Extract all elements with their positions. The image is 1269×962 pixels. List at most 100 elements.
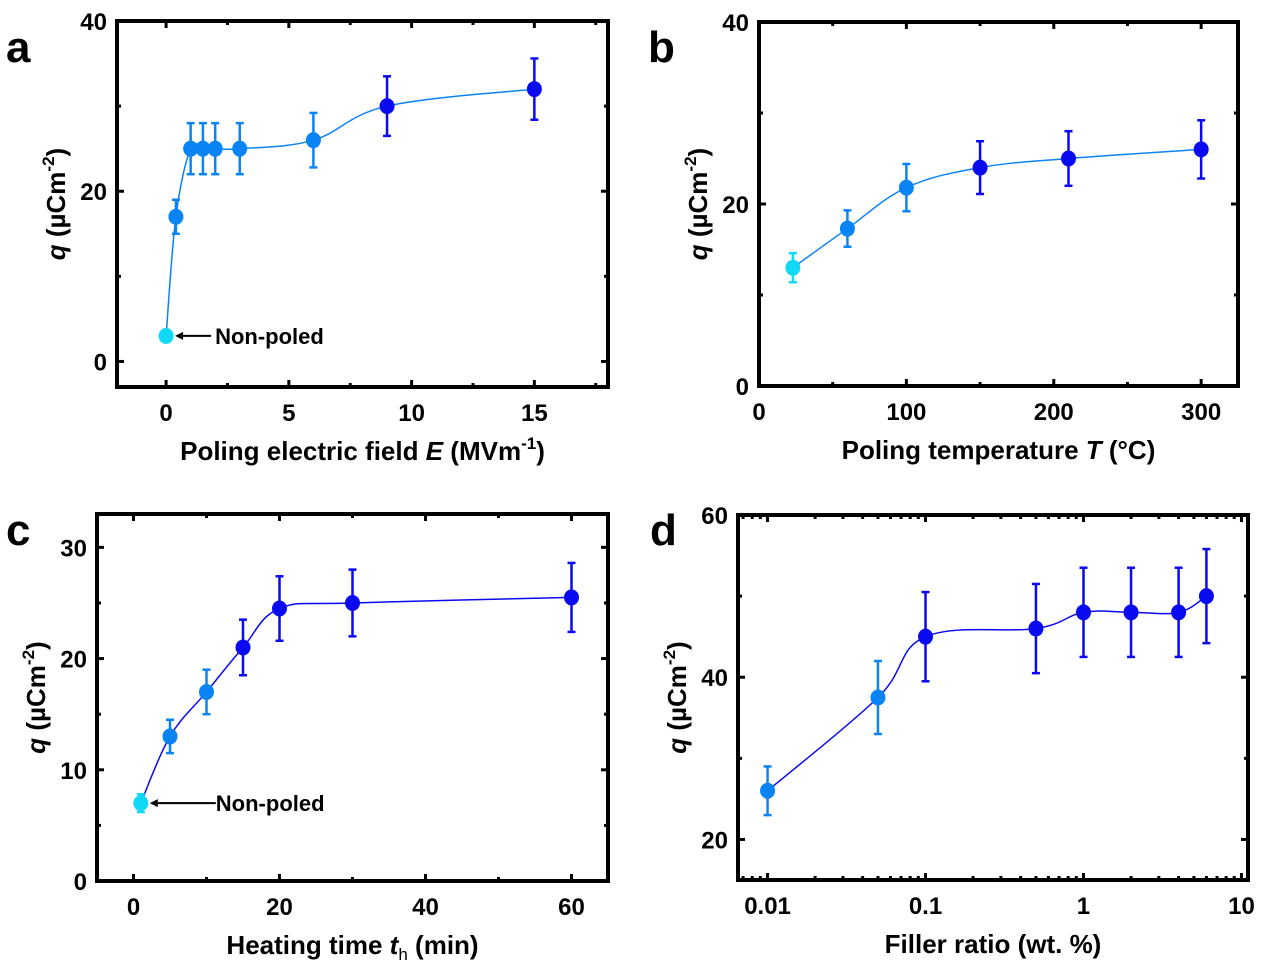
x-tick-label: 300 (1181, 399, 1221, 426)
y-axis-title-variable: q (683, 244, 713, 260)
x-axis-title-text: Poling temperature (842, 435, 1086, 465)
data-point (1198, 588, 1214, 605)
data-point (839, 220, 855, 237)
data-point (235, 639, 251, 656)
x-axis-title-variable: T (1086, 435, 1104, 465)
y-axis-title-superscript: -2 (19, 650, 38, 665)
data-point (1193, 141, 1209, 158)
data-point (195, 140, 211, 157)
y-axis-title: q (µCm-2) (19, 641, 51, 753)
annotation-label: Non-poled (216, 791, 325, 816)
x-axis-title-text: Filler ratio (wt. %) (885, 929, 1102, 959)
x-axis-title-subscript: h (398, 945, 407, 962)
panel-letter: a (6, 23, 31, 72)
panel-letter: b (648, 23, 675, 72)
x-axis-title-variable: t (390, 930, 400, 960)
x-tick-label: 200 (1034, 399, 1074, 426)
data-point (760, 782, 776, 799)
data-point (972, 159, 988, 176)
x-tick-label: 20 (266, 894, 293, 921)
data-point (870, 689, 886, 706)
y-axis-title-unit: (µCm (21, 665, 51, 738)
y-axis-title-variable: q (41, 244, 71, 260)
x-tick-label: 100 (886, 399, 926, 426)
data-point (918, 628, 934, 645)
y-tick-label: 0 (74, 869, 87, 896)
y-axis-title-unit: (µCm (683, 172, 713, 245)
data-point (168, 208, 184, 225)
annotation-label: Non-poled (215, 324, 324, 349)
data-point (272, 600, 287, 617)
x-tick-label: 0 (127, 894, 140, 921)
data-point (183, 140, 199, 157)
y-axis-title-superscript: -2 (39, 156, 58, 171)
y-axis-title-close: ) (683, 148, 713, 157)
x-tick-label: 10 (398, 400, 425, 427)
y-tick-label: 30 (60, 535, 87, 562)
data-point (1061, 150, 1077, 167)
panel-d: d 0.01 0.1 1 10 20 40 60 Filler ratio (wt. %) q (… (650, 503, 1255, 959)
data-point (207, 140, 223, 157)
y-axis-title: q (µCm-2) (660, 641, 692, 753)
panel-b: b 0 100 200 300 0 20 40 Poling temperature T (°C… (648, 10, 1240, 465)
y-tick-label: 0 (94, 349, 107, 376)
y-tick-label: 40 (80, 9, 107, 36)
x-tick-label: 0.1 (909, 893, 942, 920)
data-point (898, 179, 914, 196)
data-point (133, 795, 149, 812)
y-axis-title-variable: q (662, 738, 692, 754)
y-tick-label: 40 (722, 10, 749, 37)
y-axis-title-unit: (µCm (662, 665, 692, 738)
y-tick-label: 20 (722, 192, 749, 219)
y-axis-title-close: ) (41, 148, 71, 157)
y-axis-title-close: ) (662, 641, 692, 650)
x-tick-label: 0 (752, 399, 765, 426)
y-tick-label: 20 (80, 179, 107, 206)
data-point (1028, 620, 1044, 637)
x-tick-label: 0 (159, 400, 172, 427)
trend-line (767, 595, 1207, 792)
y-axis-title-superscript: -2 (660, 650, 679, 665)
y-tick-label: 20 (701, 827, 728, 854)
plot-frame (757, 20, 1240, 388)
x-tick-label: 10 (1228, 893, 1255, 920)
data-point (379, 98, 395, 115)
x-axis-title-unit: (°C) (1102, 435, 1156, 465)
data-point (1075, 604, 1091, 621)
trend-line (165, 88, 535, 336)
data-point (162, 728, 178, 745)
data-point (785, 259, 801, 276)
plot-frame (736, 513, 1250, 882)
data-point (305, 132, 321, 149)
x-axis-title-unit: (MVm (443, 436, 521, 466)
y-tick-label: 20 (60, 647, 87, 674)
x-axis-title-superscript: -1 (521, 434, 536, 453)
data-point (1171, 604, 1187, 621)
y-axis-title: q (µCm-2) (39, 148, 71, 260)
y-axis-title-superscript: -2 (681, 156, 700, 171)
data-point (1123, 604, 1139, 621)
x-tick-label: 60 (558, 894, 585, 921)
y-tick-label: 60 (701, 503, 728, 530)
x-axis-title-variable: E (426, 436, 444, 466)
x-tick-label: 0.01 (744, 893, 791, 920)
x-tick-label: 5 (282, 400, 295, 427)
x-axis-title: Poling electric field E (MVm-1) (180, 434, 545, 466)
x-axis-title: Heating time th (min) (226, 930, 478, 962)
panel-a: a 0 5 10 15 0 20 40 Poling electric field E (MVm… (6, 9, 610, 466)
x-axis-title: Filler ratio (wt. %) (885, 929, 1102, 959)
data-point (345, 594, 360, 611)
y-axis-title-unit: (µCm (41, 172, 71, 245)
x-axis-title: Poling temperature T (°C) (842, 435, 1156, 465)
y-axis-title-variable: q (21, 738, 51, 754)
panel-letter: c (6, 506, 30, 555)
plot-frame (115, 19, 610, 389)
x-axis-title-close: ) (536, 436, 545, 466)
x-tick-label: 1 (1077, 893, 1090, 920)
annotation-arrow-head (149, 799, 158, 808)
panel-c: c 0 20 40 60 0 10 20 30 Heating time th (min) q (µ… (6, 506, 610, 962)
data-point (564, 589, 579, 606)
y-axis-title: q (µCm-2) (681, 148, 713, 260)
x-axis-title-text: Heating time (226, 930, 389, 960)
